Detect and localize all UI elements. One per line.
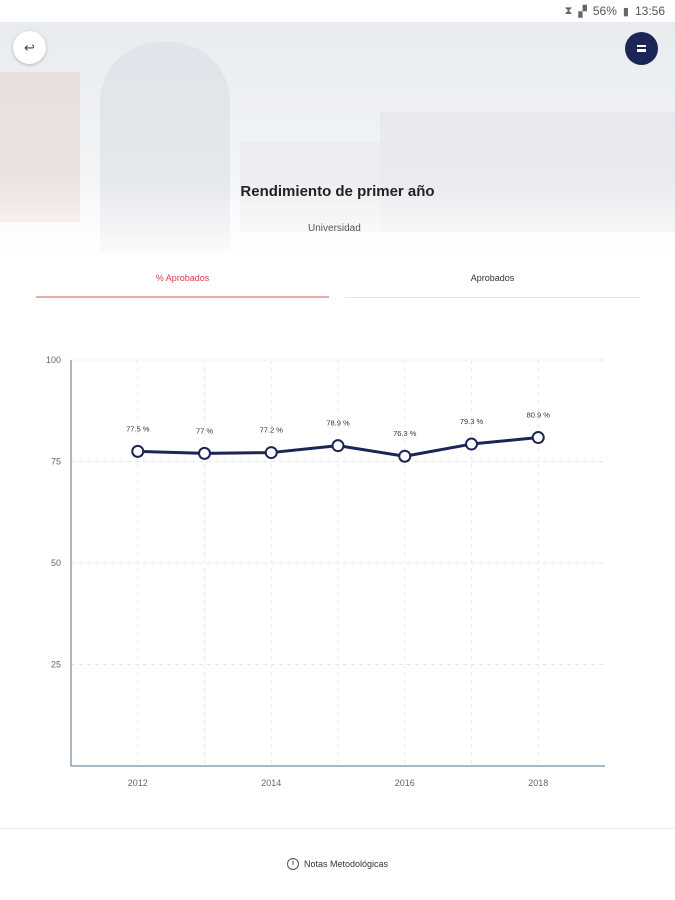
- signal-icon: ▞: [578, 5, 587, 18]
- data-point[interactable]: [331, 439, 345, 453]
- y-tick-label: 25: [51, 660, 61, 670]
- back-arrow-icon: ↩: [24, 39, 35, 55]
- methodology-notes-link[interactable]: i Notas Metodológicas: [0, 858, 675, 870]
- info-icon: i: [286, 858, 299, 870]
- y-tick-label: 50: [51, 558, 61, 568]
- alarm-icon: ⧗: [564, 4, 573, 17]
- y-tick-label: 75: [51, 457, 61, 467]
- battery-icon: ▮: [622, 5, 629, 18]
- status-bar: ⧗ ▞ 56% ▮ 13:56: [0, 0, 675, 22]
- line-chart: 25 50 75 100 2012 2014 2016 2018 77.5 % 77 % 77.2…: [46, 355, 605, 788]
- data-label: 77.5 %: [126, 424, 150, 433]
- data-point[interactable]: [531, 431, 545, 445]
- battery-level: 56%: [592, 4, 617, 18]
- header-background-image: [0, 22, 675, 272]
- subtitle: Universidad: [308, 223, 361, 234]
- data-label: 76.3 %: [393, 429, 417, 438]
- data-point[interactable]: [198, 446, 211, 460]
- footer-divider: [0, 828, 675, 829]
- data-point[interactable]: [465, 437, 478, 451]
- data-label: 77 %: [196, 426, 213, 435]
- menu-icon: [637, 45, 646, 52]
- tab-approved[interactable]: Aprobados: [345, 265, 640, 298]
- x-tick-label: 2016: [395, 778, 415, 788]
- data-label: 77.2 %: [260, 426, 284, 435]
- data-point[interactable]: [131, 444, 145, 458]
- x-tick-label: 2014: [261, 778, 281, 788]
- y-tick-label: 100: [46, 355, 61, 365]
- tab-percent-approved[interactable]: % Aprobados: [36, 265, 329, 298]
- page-title: Rendimiento de primer año: [240, 183, 435, 200]
- clock: 13:56: [634, 4, 665, 18]
- menu-button[interactable]: [625, 32, 658, 65]
- methodology-notes-label: Notas Metodológicas: [303, 859, 389, 869]
- data-point[interactable]: [398, 449, 412, 463]
- data-point[interactable]: [264, 446, 278, 460]
- x-tick-label: 2018: [528, 778, 548, 788]
- x-tick-label: 2012: [128, 778, 148, 788]
- back-button[interactable]: ↩: [13, 31, 46, 64]
- data-label: 80.9 %: [527, 411, 551, 420]
- data-label: 78.9 %: [326, 419, 350, 428]
- data-label: 79.3 %: [460, 417, 484, 426]
